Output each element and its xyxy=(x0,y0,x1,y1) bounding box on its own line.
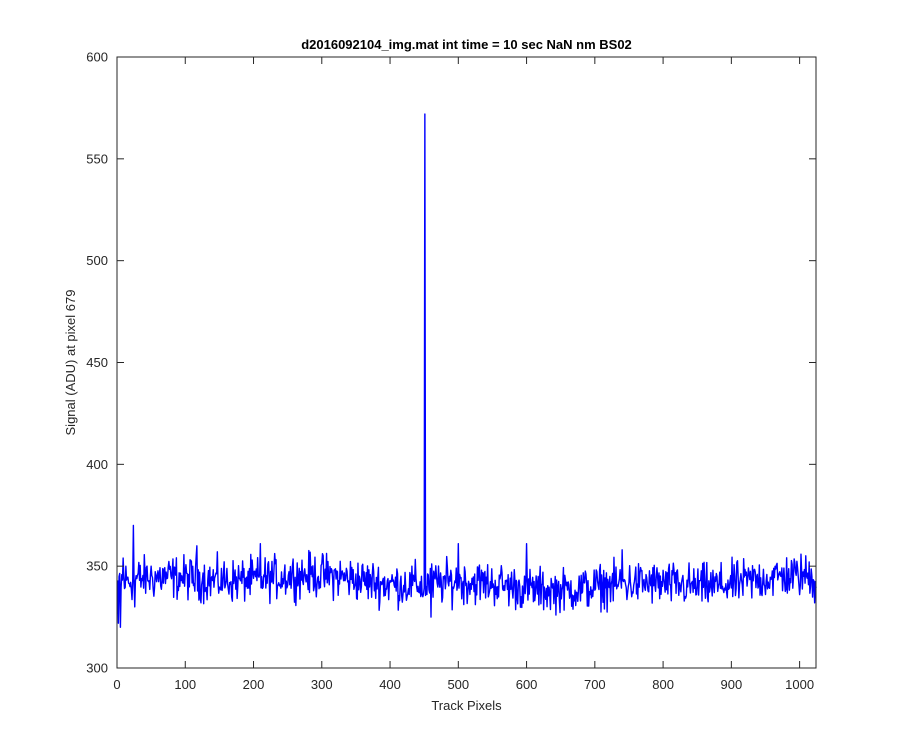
series-line xyxy=(116,113,817,628)
y-tick-label: 400 xyxy=(86,457,108,472)
y-tick-label: 500 xyxy=(86,253,108,268)
x-tick-label: 600 xyxy=(516,677,538,692)
x-tick-label: 500 xyxy=(447,677,469,692)
x-tick-label: 200 xyxy=(243,677,265,692)
y-tick-label: 450 xyxy=(86,355,108,370)
y-axis-label: Signal (ADU) at pixel 679 xyxy=(63,290,78,436)
y-axis: 300 350 400 450 500 550 600 xyxy=(86,50,816,676)
x-tick-label: 800 xyxy=(652,677,674,692)
x-axis-label: Track Pixels xyxy=(431,698,502,713)
x-tick-label: 700 xyxy=(584,677,606,692)
series-layer xyxy=(116,113,817,628)
x-tick-label: 100 xyxy=(174,677,196,692)
y-tick-label: 550 xyxy=(86,151,108,166)
x-tick-label: 400 xyxy=(379,677,401,692)
x-tick-label: 1000 xyxy=(785,677,814,692)
x-tick-label: 0 xyxy=(113,677,120,692)
y-tick-label: 350 xyxy=(86,559,108,574)
y-tick-label: 300 xyxy=(86,661,108,676)
x-tick-label: 300 xyxy=(311,677,333,692)
x-tick-label: 900 xyxy=(721,677,743,692)
chart-title: d2016092104_img.mat int time = 10 sec Na… xyxy=(301,37,632,52)
y-tick-label: 600 xyxy=(86,50,108,65)
x-axis: 0 100 200 300 400 500 600 700 800 900 1000 xyxy=(113,57,814,692)
